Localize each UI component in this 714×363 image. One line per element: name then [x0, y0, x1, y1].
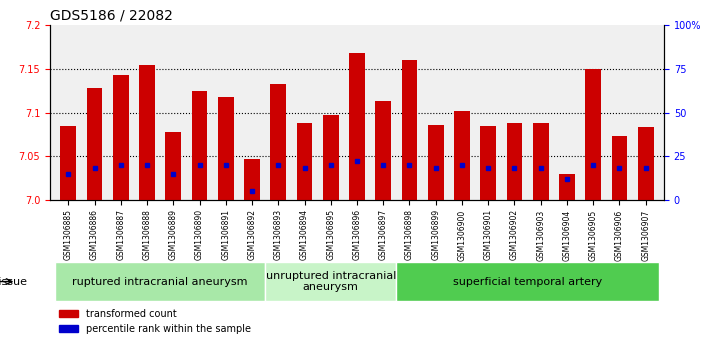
Text: ruptured intracranial aneurysm: ruptured intracranial aneurysm [72, 277, 248, 286]
Bar [401, 60, 418, 200]
Bar [218, 97, 233, 200]
Bar [271, 84, 286, 200]
Bar [61, 126, 76, 200]
Legend: transformed count, percentile rank within the sample: transformed count, percentile rank withi… [55, 305, 255, 338]
Bar [585, 69, 601, 200]
Bar [244, 159, 260, 200]
Text: unruptured intracranial
aneurysm: unruptured intracranial aneurysm [266, 271, 396, 292]
Bar [296, 123, 313, 200]
Bar [349, 53, 365, 200]
FancyBboxPatch shape [55, 262, 265, 301]
Bar [611, 136, 628, 200]
FancyBboxPatch shape [396, 262, 659, 301]
Bar [191, 91, 208, 200]
Bar [454, 111, 470, 200]
Bar [428, 125, 443, 200]
Bar [481, 126, 496, 200]
Text: GDS5186 / 22082: GDS5186 / 22082 [50, 9, 173, 23]
FancyBboxPatch shape [265, 262, 396, 301]
Bar [376, 101, 391, 200]
Bar [139, 65, 155, 200]
Bar [166, 132, 181, 200]
Bar [86, 88, 103, 200]
Bar [506, 123, 523, 200]
Text: superficial temporal artery: superficial temporal artery [453, 277, 602, 286]
Bar [559, 174, 575, 200]
Text: tissue: tissue [0, 277, 28, 286]
Bar [638, 127, 653, 200]
Bar [533, 123, 548, 200]
Bar [113, 75, 129, 200]
Bar [323, 115, 338, 200]
